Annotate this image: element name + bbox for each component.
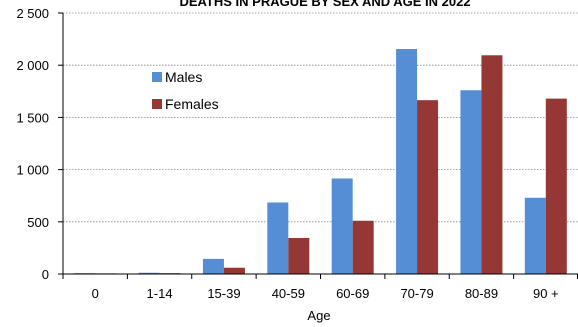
bar-females-4 [352, 220, 374, 274]
legend-label-females: Females [165, 96, 219, 112]
x-tick-label: 90 + [533, 286, 559, 301]
legend-swatch-males [152, 72, 162, 82]
bar-males-6 [460, 90, 482, 274]
y-tick-label: 1 500 [16, 110, 49, 125]
x-tick-labels: 0 1-14 15-39 40-59 60-69 70-79 80-89 90 + [92, 286, 559, 301]
bar-females-3 [288, 237, 310, 274]
x-tick-label: 15-39 [207, 286, 240, 301]
x-axis-label: Age [307, 308, 330, 323]
bar-males-4 [331, 178, 353, 274]
x-tick-label: 80-89 [465, 286, 498, 301]
y-tick-label: 500 [27, 215, 49, 230]
y-tick-label: 2 500 [16, 6, 49, 21]
y-tick-label: 2 000 [16, 58, 49, 73]
y-tick-labels: 0 500 1 000 1 500 2 000 2 500 [16, 6, 49, 282]
bar-males-2 [202, 258, 224, 274]
bar-males-1 [138, 272, 160, 274]
bar-females-7 [545, 98, 567, 274]
legend-label-males: Males [165, 69, 202, 85]
x-tick-label: 40-59 [272, 286, 305, 301]
bar-females-5 [417, 100, 439, 274]
bar-males-5 [396, 49, 418, 274]
x-tick-label: 60-69 [336, 286, 369, 301]
axes [58, 12, 578, 279]
legend-swatch-females [152, 99, 162, 109]
chart-title: DEATHS IN PRAGUE BY SEX AND AGE IN 2022 [179, 0, 470, 9]
legend: Males Females [152, 69, 219, 112]
bar-females-2 [223, 267, 245, 274]
bar-males-7 [524, 197, 546, 274]
x-tick-label: 1-14 [147, 286, 173, 301]
bars [74, 49, 567, 275]
y-tick-label: 1 000 [16, 163, 49, 178]
bar-males-3 [267, 202, 289, 274]
bar-females-6 [481, 55, 503, 275]
x-tick-label: 70-79 [400, 286, 433, 301]
x-tick-label: 0 [92, 286, 99, 301]
y-tick-label: 0 [42, 267, 49, 282]
